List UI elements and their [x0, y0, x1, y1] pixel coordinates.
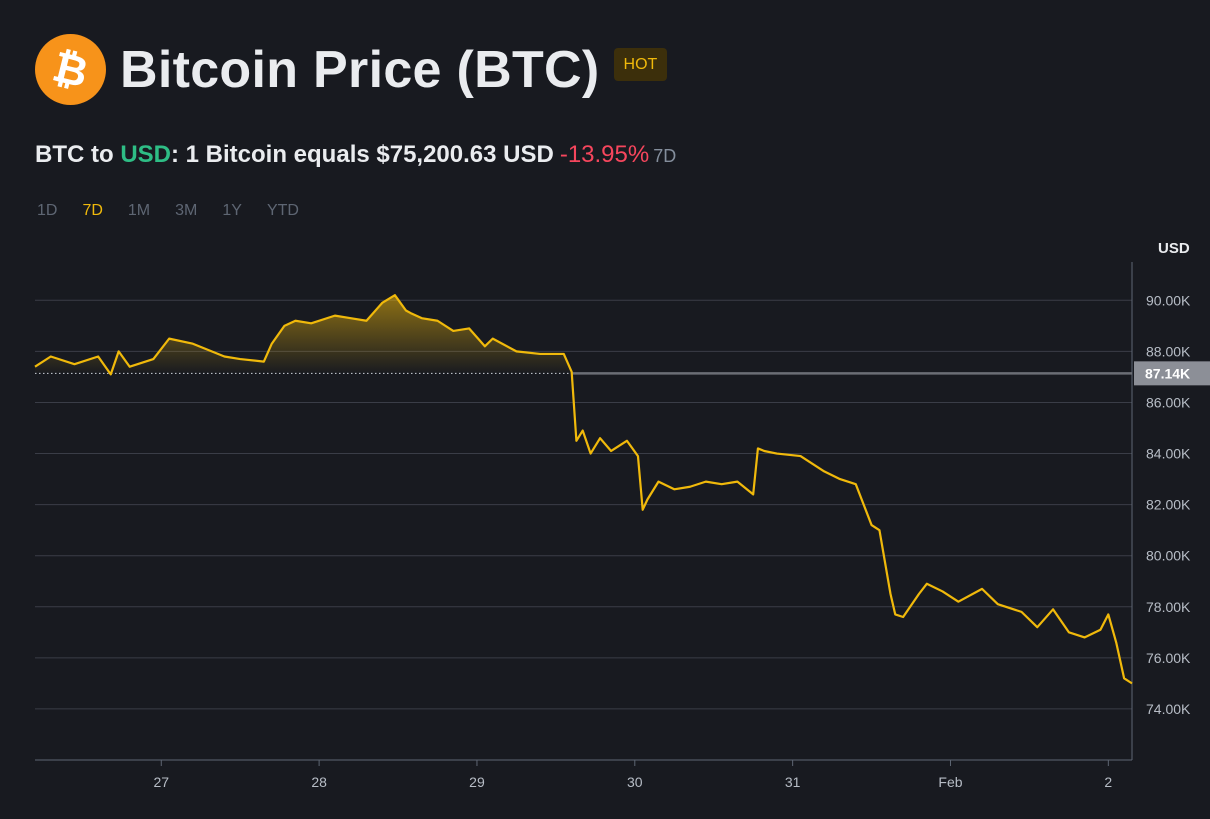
- x-tick-label: 27: [153, 774, 169, 790]
- hot-badge: HOT: [613, 48, 668, 81]
- change-period: 7D: [653, 146, 677, 166]
- x-tick-label: 31: [785, 774, 801, 790]
- price-line: [34, 294, 1133, 685]
- price-area-fill: [35, 295, 572, 375]
- price-summary: BTC to USD: 1 Bitcoin equals $75,200.63 …: [35, 141, 676, 169]
- x-tick-label: 28: [311, 774, 327, 790]
- tab-1d[interactable]: 1D: [37, 202, 58, 219]
- price-change: -13.95%: [559, 141, 650, 168]
- tab-3m[interactable]: 3M: [175, 202, 198, 219]
- page-title: Bitcoin Price (BTC): [120, 40, 600, 99]
- x-tick-label: 30: [627, 774, 643, 790]
- reference-label-box: [1134, 361, 1210, 386]
- bitcoin-logo-icon: ₿: [35, 34, 106, 105]
- y-tick-label: 82.00K: [1146, 497, 1191, 513]
- x-tick-label: 2: [1104, 774, 1112, 790]
- tab-ytd[interactable]: YTD: [266, 202, 299, 219]
- y-tick-label: 74.00K: [1146, 701, 1191, 717]
- base-symbol: BTC: [35, 141, 85, 168]
- y-tick-label: 78.00K: [1146, 599, 1191, 615]
- reference-label: 87.14K: [1145, 365, 1190, 381]
- y-axis-unit: USD: [1158, 240, 1190, 257]
- x-tick-label: 29: [469, 774, 485, 790]
- tab-7d[interactable]: 7D: [82, 202, 103, 219]
- tab-1m[interactable]: 1M: [127, 202, 151, 219]
- timeframe-tabs: 1D 7D 1M 3M 1Y YTD: [37, 202, 324, 220]
- y-tick-label: 76.00K: [1146, 650, 1191, 666]
- y-tick-label: 84.00K: [1146, 446, 1191, 462]
- tab-1y[interactable]: 1Y: [222, 202, 242, 219]
- y-tick-label: 90.00K: [1146, 292, 1191, 308]
- to-word: to: [84, 141, 121, 168]
- y-tick-label: 86.00K: [1146, 394, 1191, 410]
- y-tick-label: 80.00K: [1146, 548, 1191, 564]
- y-tick-label: 88.00K: [1146, 343, 1191, 359]
- quote-currency-link[interactable]: USD: [120, 141, 171, 168]
- x-tick-label: Feb: [938, 774, 962, 790]
- price-sentence: : 1 Bitcoin equals $75,200.63 USD: [171, 141, 554, 168]
- header: ₿ Bitcoin Price (BTC) HOT: [35, 34, 668, 105]
